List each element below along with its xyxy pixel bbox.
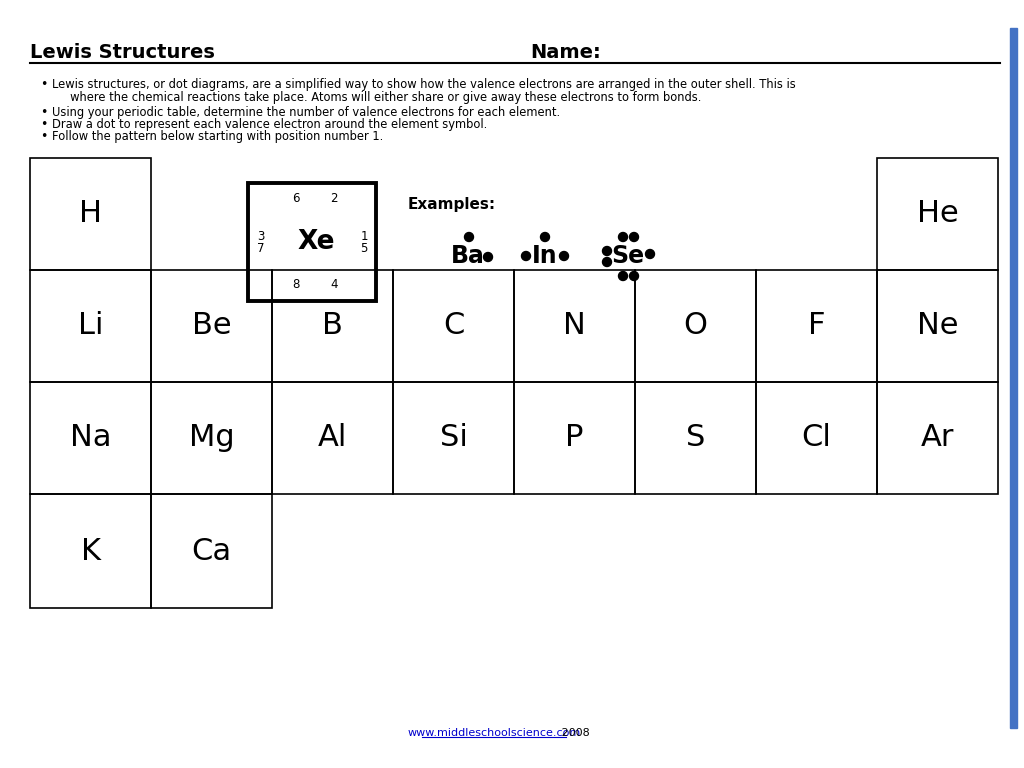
Bar [756,270,877,382]
Bar [877,158,998,270]
Bar [151,382,272,494]
Bar [248,183,376,301]
Circle shape [602,257,611,266]
Text: 7: 7 [257,241,265,254]
Text: Ne: Ne [916,312,958,340]
Text: Examples:: Examples: [408,197,496,213]
Circle shape [541,233,550,241]
Bar [877,382,998,494]
Text: 6: 6 [292,193,300,206]
Text: Si: Si [439,423,467,452]
Text: Ba: Ba [451,244,485,268]
Text: N: N [563,312,586,340]
Text: Name:: Name: [530,42,601,61]
Text: In: In [532,244,558,268]
Text: www.middleschoolscience.com: www.middleschoolscience.com [408,728,581,738]
Circle shape [483,253,493,261]
Bar [30,494,151,608]
Bar [756,382,877,494]
Text: •: • [40,106,47,119]
Text: Al: Al [317,423,347,452]
Circle shape [630,272,639,280]
Text: Xe: Xe [297,229,335,255]
Bar [393,382,514,494]
Text: where the chemical reactions take place. Atoms will either share or give away th: where the chemical reactions take place.… [52,91,701,104]
Text: Lewis Structures: Lewis Structures [30,42,215,61]
Text: Using your periodic table, determine the number of valence electrons for each el: Using your periodic table, determine the… [52,106,560,119]
Bar [151,494,272,608]
Text: 3: 3 [257,230,264,243]
Text: 2: 2 [331,193,338,206]
Text: Ca: Ca [191,537,231,565]
Text: H: H [79,200,102,229]
Circle shape [618,233,628,241]
Circle shape [559,251,568,260]
Bar [635,382,756,494]
Bar [30,158,151,270]
Bar [151,270,272,382]
Circle shape [645,250,654,259]
Text: S: S [686,423,706,452]
Circle shape [465,233,473,241]
Text: F: F [808,312,825,340]
Bar [1010,28,1017,728]
Text: •: • [40,118,47,131]
Bar [635,270,756,382]
Text: He: He [916,200,958,229]
Text: •: • [40,78,47,91]
Bar [514,270,635,382]
Bar [393,270,514,382]
Text: C: C [442,312,464,340]
Circle shape [618,272,628,280]
Bar [514,382,635,494]
Text: Ar: Ar [921,423,954,452]
Text: 2008: 2008 [558,728,590,738]
Bar [30,382,151,494]
Text: Li: Li [78,312,103,340]
Text: B: B [323,312,343,340]
Text: Draw a dot to represent each valence electron around the element symbol.: Draw a dot to represent each valence ele… [52,118,487,131]
Text: Follow the pattern below starting with position number 1.: Follow the pattern below starting with p… [52,130,383,143]
Bar [272,270,393,382]
Text: P: P [565,423,584,452]
Text: •: • [40,130,47,143]
Circle shape [602,247,611,256]
Text: 4: 4 [331,279,338,292]
Text: Mg: Mg [188,423,234,452]
Text: Lewis structures, or dot diagrams, are a simplified way to show how the valence : Lewis structures, or dot diagrams, are a… [52,78,796,91]
Text: O: O [683,312,708,340]
Circle shape [630,233,639,241]
Text: Be: Be [191,312,231,340]
Circle shape [521,251,530,260]
Text: 8: 8 [292,279,300,292]
Text: K: K [81,537,100,565]
Text: Se: Se [611,244,644,268]
Bar [877,270,998,382]
Text: Cl: Cl [802,423,831,452]
Text: Na: Na [70,423,112,452]
Text: 5: 5 [360,241,368,254]
Text: 1: 1 [360,230,368,243]
Bar [272,382,393,494]
Bar [30,270,151,382]
